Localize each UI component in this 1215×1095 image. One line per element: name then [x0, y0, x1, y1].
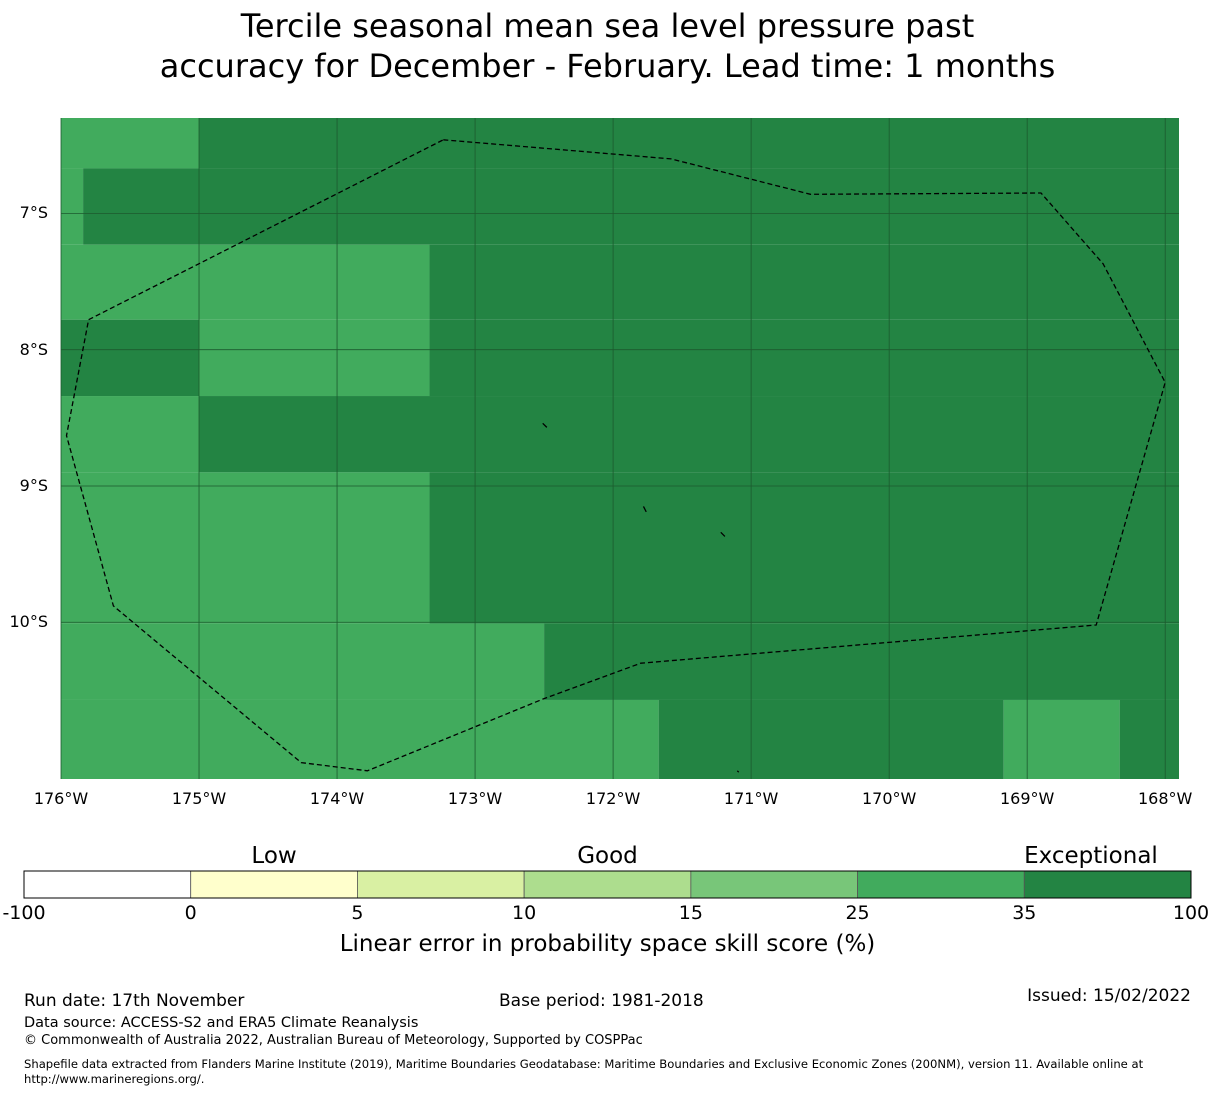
colorbar-tick-label: 35 — [1012, 902, 1037, 924]
colorbar-title: Linear error in probability space skill … — [339, 931, 876, 957]
lon-tick-label: 169°W — [999, 789, 1055, 808]
colorbar — [23, 870, 1192, 899]
skill-cell — [658, 699, 1004, 779]
lon-tick-label: 175°W — [171, 789, 227, 808]
colorbar-bin — [857, 870, 1025, 899]
graticule — [60, 118, 1179, 779]
island-coastline — [642, 506, 647, 513]
colorbar-bin — [190, 870, 358, 899]
skill-cell — [83, 168, 1179, 245]
skill-cell — [61, 472, 430, 624]
lat-tick-label: 9°S — [19, 475, 48, 495]
skill-cell — [61, 319, 200, 397]
skill-cell — [61, 244, 430, 320]
copyright: © Commonwealth of Australia 2022, Austra… — [24, 1033, 643, 1048]
lon-tick-label: 172°W — [585, 789, 641, 808]
skill-cell — [199, 118, 1180, 169]
lon-tick-label: 168°W — [1138, 789, 1193, 808]
colorbar-tick-label: -100 — [2, 902, 46, 924]
lon-tick-label: 171°W — [723, 789, 779, 808]
eez-boundary — [65, 139, 1166, 772]
skill-cell — [199, 319, 430, 397]
title-line-2: accuracy for December - February. Lead t… — [159, 47, 1056, 85]
colorbar-bin — [1023, 870, 1192, 899]
skill-cell — [61, 699, 659, 779]
skill-cell — [61, 168, 84, 245]
title-line-1: Tercile seasonal mean sea level pressure… — [240, 7, 975, 45]
colorbar-frame — [23, 870, 1192, 899]
skill-cell — [429, 319, 1179, 397]
skill-cell — [429, 472, 1179, 624]
lon-tick-label: 174°W — [309, 789, 365, 808]
lon-tick-label: 173°W — [447, 789, 503, 808]
colorbar-tick-label: 10 — [512, 902, 537, 924]
island-coastline — [542, 422, 548, 428]
skill-cell — [1119, 699, 1179, 779]
lat-tick-label: 7°S — [19, 203, 48, 223]
skill-cell — [61, 118, 200, 169]
colorbar-tick-label: 0 — [184, 902, 197, 924]
lat-tick-label: 8°S — [19, 339, 48, 359]
skill-cells — [61, 118, 1180, 779]
data-source: Data source: ACCESS-S2 and ERA5 Climate … — [24, 1015, 419, 1031]
shapefile-credit-line-1: Shapefile data extracted from Flanders M… — [24, 1057, 1144, 1071]
skill-cell — [544, 623, 1179, 700]
colorbar-tick-label: 5 — [351, 902, 364, 924]
island-coastline — [736, 770, 740, 773]
colorbar-bin — [690, 870, 858, 899]
skill-cell — [61, 396, 200, 473]
skill-cell — [61, 623, 545, 700]
colorbar-tick-label: 25 — [845, 902, 870, 924]
colorbar-tick-label: 15 — [678, 902, 703, 924]
lon-tick-label: 170°W — [861, 789, 917, 808]
island-coastline — [720, 531, 726, 537]
colorbar-category-label: Exceptional — [1024, 843, 1158, 869]
run-date: Run date: 17th November — [24, 991, 245, 1011]
lat-tick-label: 10°S — [9, 612, 48, 632]
colorbar-tick-label: 100 — [1172, 902, 1210, 924]
eez-boundary-layer — [65, 139, 1166, 773]
colorbar-bin — [523, 870, 692, 899]
colorbar-bin — [23, 870, 192, 899]
lon-tick-label: 176°W — [33, 789, 89, 808]
colorbar-bin — [357, 870, 525, 899]
shapefile-credit-line-2: http://www.marineregions.org/. — [24, 1072, 205, 1086]
skill-cell — [199, 396, 1180, 473]
skill-cell — [1003, 699, 1120, 779]
issued-date: Issued: 15/02/2022 — [1027, 986, 1191, 1006]
base-period: Base period: 1981-2018 — [499, 991, 704, 1011]
colorbar-category-label: Low — [251, 843, 297, 869]
chart-title: Tercile seasonal mean sea level pressure… — [0, 6, 1215, 86]
colorbar-category-label: Good — [577, 843, 638, 869]
skill-cell — [429, 244, 1179, 320]
